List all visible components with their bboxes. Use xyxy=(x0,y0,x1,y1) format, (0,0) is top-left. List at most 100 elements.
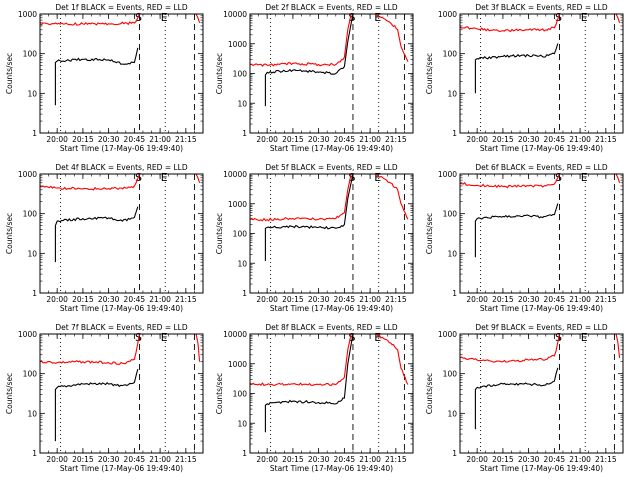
panel-4: Det 4f BLACK = Events, RED = LLD Counts/s… xyxy=(5,163,204,313)
y-tick-label: 1 xyxy=(242,449,247,458)
x-axis-label: Start Time (17-May-06 19:49:40) xyxy=(60,144,183,153)
y-axis-label: Counts/sec xyxy=(5,373,14,414)
x-tick-label: 20:00 xyxy=(46,455,68,464)
series-line-lld-post- xyxy=(195,173,201,183)
x-tick-label: 20:15 xyxy=(492,455,514,464)
time-marker-label-E: E xyxy=(161,331,168,344)
panel-6: Det 6f BLACK = Events, RED = LLD Counts/s… xyxy=(425,163,624,313)
series-line-lld xyxy=(459,333,561,363)
y-tick-label: 1 xyxy=(452,449,457,458)
y-tick-label: 100 xyxy=(443,210,458,219)
y-tick-label: 100 xyxy=(23,210,38,219)
series-line-lld xyxy=(39,173,141,191)
y-tick-label: 1000 xyxy=(18,330,37,339)
series-line-events xyxy=(264,333,354,433)
panel-3: Det 3f BLACK = Events, RED = LLD Counts/s… xyxy=(425,3,624,153)
x-tick-label: 21:00 xyxy=(149,295,171,304)
y-tick-label: 10 xyxy=(447,249,457,258)
x-tick-label: 21:00 xyxy=(569,295,591,304)
x-tick-label: 21:00 xyxy=(359,455,381,464)
y-tick-label: 100 xyxy=(233,390,248,399)
panel-7: Det 7f BLACK = Events, RED = LLD Counts/s… xyxy=(5,323,204,473)
y-axis-label: Counts/sec xyxy=(5,53,14,94)
x-tick-label: 20:45 xyxy=(544,135,566,144)
time-marker-label-S: S xyxy=(135,11,142,24)
y-axis-label: Counts/sec xyxy=(5,213,14,254)
x-tick-label: 20:30 xyxy=(98,455,120,464)
y-tick-label: 1 xyxy=(452,129,457,138)
x-tick-label: 20:30 xyxy=(98,135,120,144)
x-tick-label: 21:00 xyxy=(359,295,381,304)
x-tick-label: 20:00 xyxy=(256,135,278,144)
y-tick-label: 1000 xyxy=(438,10,457,19)
x-tick-label: 20:30 xyxy=(308,295,330,304)
x-tick-label: 20:15 xyxy=(72,455,94,464)
x-tick-label: 21:00 xyxy=(149,135,171,144)
y-axis-label: Counts/sec xyxy=(215,213,224,254)
x-tick-label: 20:45 xyxy=(544,295,566,304)
y-tick-label: 1 xyxy=(452,289,457,298)
y-tick-label: 10000 xyxy=(223,10,247,19)
x-tick-label: 21:15 xyxy=(385,135,407,144)
y-tick-label: 1 xyxy=(242,129,247,138)
plot-frame xyxy=(39,333,204,454)
y-axis-label: Counts/sec xyxy=(215,373,224,414)
series-line-lld-post- xyxy=(195,333,201,362)
x-axis-label: Start Time (17-May-06 19:49:40) xyxy=(480,304,603,313)
x-tick-label: 20:45 xyxy=(334,295,356,304)
time-marker-label-E: E xyxy=(374,11,381,24)
x-tick-label: 20:15 xyxy=(282,135,304,144)
x-tick-label: 20:00 xyxy=(46,295,68,304)
x-tick-label: 21:00 xyxy=(569,135,591,144)
x-tick-label: 20:30 xyxy=(518,455,540,464)
series-line-lld xyxy=(459,13,561,33)
y-tick-label: 1000 xyxy=(18,170,37,179)
series-line-lld-post- xyxy=(195,13,201,23)
x-tick-label: 21:15 xyxy=(385,455,407,464)
x-tick-label: 20:45 xyxy=(334,135,356,144)
x-tick-label: 21:15 xyxy=(595,135,617,144)
x-tick-label: 20:15 xyxy=(282,455,304,464)
time-marker-label-E: E xyxy=(581,11,588,24)
x-tick-label: 21:15 xyxy=(595,455,617,464)
series-line-events xyxy=(54,206,139,263)
plot-frame xyxy=(39,173,204,294)
x-tick-label: 20:30 xyxy=(308,455,330,464)
panel-title: Det 7f BLACK = Events, RED = LLD xyxy=(55,323,188,332)
y-tick-label: 10000 xyxy=(223,170,247,179)
y-tick-label: 10 xyxy=(237,419,247,428)
panel-title: Det 2f BLACK = Events, RED = LLD xyxy=(265,3,398,12)
x-tick-label: 21:15 xyxy=(175,135,197,144)
x-tick-label: 20:15 xyxy=(72,295,94,304)
time-marker-label-E: E xyxy=(581,331,588,344)
y-tick-label: 100 xyxy=(23,370,38,379)
panel-9: Det 9f BLACK = Events, RED = LLD Counts/s… xyxy=(425,323,624,473)
x-tick-label: 20:00 xyxy=(256,295,278,304)
y-tick-label: 100 xyxy=(233,70,248,79)
series-line-events xyxy=(474,43,559,94)
plot-frame xyxy=(459,173,624,294)
y-tick-label: 1000 xyxy=(228,40,247,49)
x-tick-label: 20:45 xyxy=(544,455,566,464)
time-marker-label-E: E xyxy=(374,171,381,184)
y-tick-label: 100 xyxy=(233,230,248,239)
plot-frame xyxy=(249,13,414,134)
y-axis-label: Counts/sec xyxy=(425,213,434,254)
plot-frame xyxy=(249,173,414,294)
x-tick-label: 21:15 xyxy=(385,295,407,304)
y-axis-label: Counts/sec xyxy=(425,373,434,414)
panel-title: Det 4f BLACK = Events, RED = LLD xyxy=(55,163,188,172)
panel-2: Det 2f BLACK = Events, RED = LLD Counts/s… xyxy=(215,3,414,153)
y-tick-label: 10 xyxy=(237,99,247,108)
plot-frame xyxy=(249,333,414,454)
panel-1: Det 1f BLACK = Events, RED = LLD Counts/s… xyxy=(5,3,204,153)
y-tick-label: 1000 xyxy=(228,360,247,369)
series-line-events xyxy=(474,367,559,430)
panel-title: Det 8f BLACK = Events, RED = LLD xyxy=(265,323,398,332)
y-tick-label: 1000 xyxy=(228,200,247,209)
y-tick-label: 1000 xyxy=(438,330,457,339)
y-tick-label: 1000 xyxy=(18,10,37,19)
y-tick-label: 1 xyxy=(32,449,37,458)
x-tick-label: 21:00 xyxy=(569,455,591,464)
time-marker-label-E: E xyxy=(374,331,381,344)
